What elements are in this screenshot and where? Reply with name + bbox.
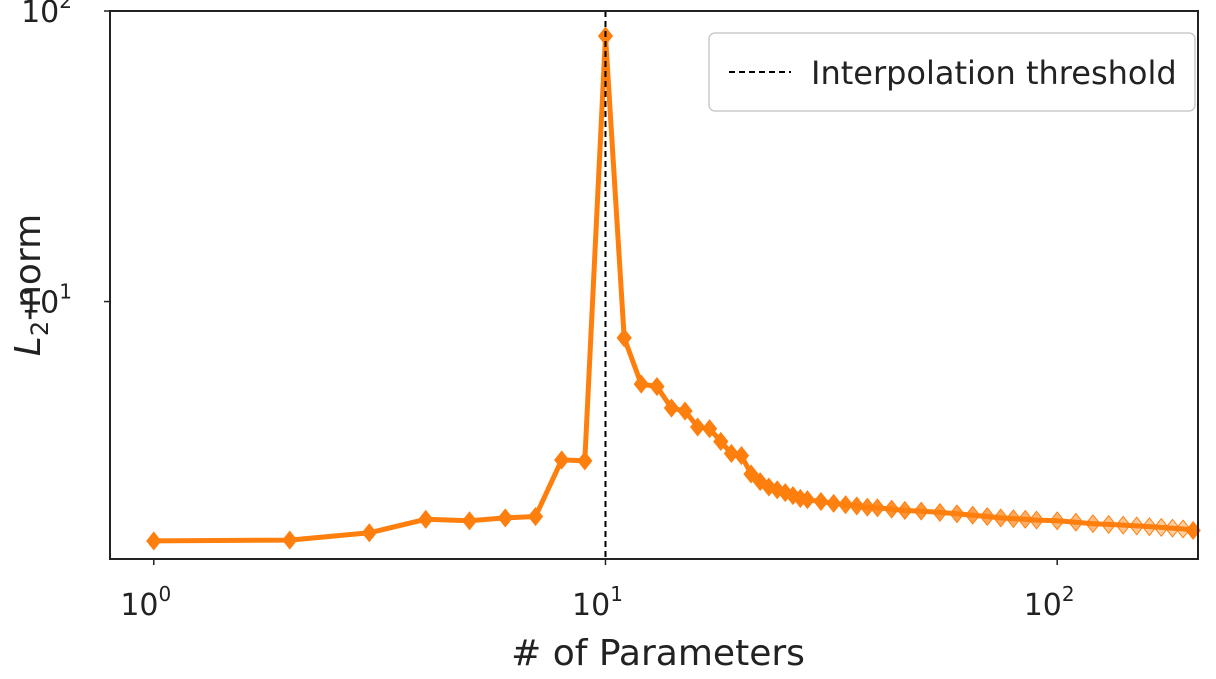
data-point <box>616 328 632 348</box>
legend-label: Interpolation threshold <box>811 54 1177 92</box>
data-point <box>146 531 162 551</box>
data-point <box>554 450 570 470</box>
data-point <box>418 509 434 529</box>
data-point <box>837 495 854 515</box>
data-point <box>633 374 649 394</box>
data-point <box>1017 509 1033 529</box>
data-point <box>849 496 865 516</box>
data-point <box>723 443 740 464</box>
x-tick-label: 100 <box>120 582 171 623</box>
y-axis-label: L2-norm <box>8 214 54 356</box>
x-tick-labels: 100 101 102 <box>120 559 1075 623</box>
data-point <box>1085 514 1101 534</box>
y-tick-label: 102 <box>21 0 72 30</box>
data-point <box>1175 519 1191 539</box>
legend-box <box>708 32 1196 112</box>
data-point <box>497 508 513 528</box>
data-point <box>897 500 913 521</box>
data-point <box>965 505 981 525</box>
legend: Interpolation threshold <box>708 32 1196 112</box>
series-layer <box>146 26 1201 551</box>
data-point <box>883 499 900 519</box>
data-point <box>733 446 750 466</box>
data-point <box>1068 512 1084 532</box>
data-point <box>461 511 478 531</box>
data-point <box>1141 517 1158 537</box>
data-point <box>1028 510 1045 530</box>
data-point <box>1101 514 1117 534</box>
data-point <box>663 398 680 418</box>
x-axis-label: # of Parameters <box>511 633 805 674</box>
data-point <box>282 530 298 550</box>
data-point <box>1153 517 1169 537</box>
data-point <box>932 502 948 522</box>
x-tick-label: 101 <box>572 582 623 623</box>
data-point <box>1164 518 1181 538</box>
data-point <box>677 401 693 421</box>
data-point <box>527 506 544 527</box>
data-point <box>649 376 665 397</box>
data-point <box>743 464 759 484</box>
data-point <box>826 493 842 513</box>
data-point <box>1115 515 1131 535</box>
data-point <box>979 506 995 527</box>
data-point <box>701 419 718 439</box>
data-point <box>361 523 377 543</box>
data-point <box>713 431 729 452</box>
data-point <box>799 490 816 510</box>
data-point <box>1129 516 1145 536</box>
x-tick-label: 102 <box>1024 582 1075 623</box>
data-point <box>949 504 965 524</box>
data-point <box>859 497 876 517</box>
data-point <box>993 508 1009 528</box>
data-point <box>813 491 829 512</box>
data-point <box>577 451 593 471</box>
data-point <box>690 417 706 437</box>
data-point <box>913 501 929 521</box>
data-point <box>1049 511 1065 531</box>
plot-frame <box>109 10 1199 560</box>
data-point <box>1005 509 1022 529</box>
data-point <box>869 498 886 518</box>
